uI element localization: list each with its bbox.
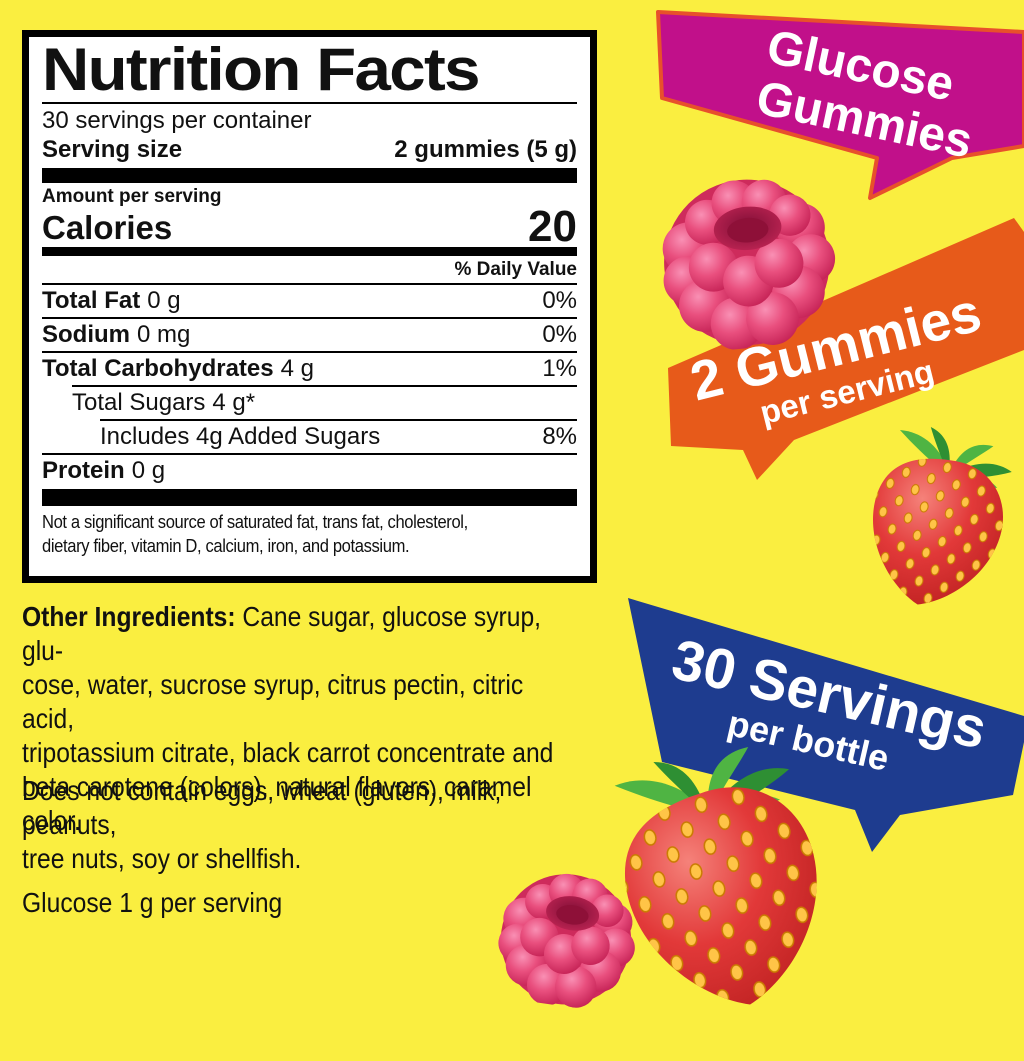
- nutrient: Includes 4g Added Sugars: [100, 423, 381, 450]
- table-row-total-carbohydrates: Total Carbohydrates 4 g 1%: [42, 351, 577, 385]
- daily-value: 8%: [542, 423, 577, 450]
- glucose-note: Glucose 1 g per serving: [22, 887, 283, 918]
- serving-size-label: Serving size: [42, 136, 183, 163]
- separator-bar: [42, 247, 577, 256]
- separator-bar: [42, 489, 577, 506]
- table-row-sodium: Sodium 0 mg 0%: [42, 317, 577, 351]
- separator-bar: [42, 168, 577, 183]
- nutrition-facts-title: Nutrition Facts: [42, 36, 481, 103]
- callout-glucose-gummies: Glucose Gummies: [697, 10, 1012, 174]
- serving-size-value: 2 gummies (5 g): [394, 136, 577, 163]
- title-divider: [42, 102, 577, 104]
- nutrient: Protein 0 g: [42, 457, 166, 484]
- amount-per-serving-label: Amount per serving: [42, 186, 222, 207]
- daily-value-header: % Daily Value: [454, 259, 577, 280]
- raspberry-image: [490, 865, 644, 1016]
- raspberry-gummy-image: [655, 172, 843, 356]
- table-row-added-sugars: Includes 4g Added Sugars 8%: [100, 419, 577, 453]
- allergen-statement: Does not contain eggs, wheat (gluten), m…: [22, 775, 502, 874]
- nutrient: Sodium 0 mg: [42, 321, 191, 348]
- table-row-total-sugars: Total Sugars 4 g*: [72, 385, 577, 419]
- table-row-total-fat: Total Fat 0 g 0%: [42, 283, 577, 317]
- nutrient: Total Sugars 4 g*: [72, 389, 256, 416]
- other-ingredients-text: Other Ingredients: Cane sugar, glucose s…: [22, 600, 559, 838]
- calories-label: Calories: [42, 209, 173, 246]
- daily-value: 0%: [542, 287, 577, 314]
- daily-value: 0%: [542, 321, 577, 348]
- servings-per-container: 30 servings per container: [42, 107, 312, 134]
- strawberry-gummy-image: [853, 418, 1022, 620]
- calories-value: 20: [528, 202, 577, 251]
- table-row-protein: Protein 0 g: [42, 453, 577, 487]
- calories-row: Calories 20: [42, 202, 577, 251]
- daily-value: 1%: [542, 355, 577, 382]
- nutrient: Total Fat 0 g: [42, 287, 181, 314]
- other-ingredients-lead: Other Ingredients:: [22, 601, 236, 632]
- nutrition-footnote: Not a significant source of saturated fa…: [42, 512, 468, 556]
- nutrition-facts-panel: Nutrition Facts 30 servings per containe…: [22, 30, 597, 583]
- serving-size-row: Serving size 2 gummies (5 g): [42, 135, 577, 164]
- other-ingredients-list: Cane sugar, glucose syrup, glu- cose, wa…: [22, 601, 554, 836]
- gummies-label: { "colors": { "background": "#FAEE40", "…: [22, 10, 1024, 1025]
- nutrient: Total Carbohydrates 4 g: [42, 355, 314, 382]
